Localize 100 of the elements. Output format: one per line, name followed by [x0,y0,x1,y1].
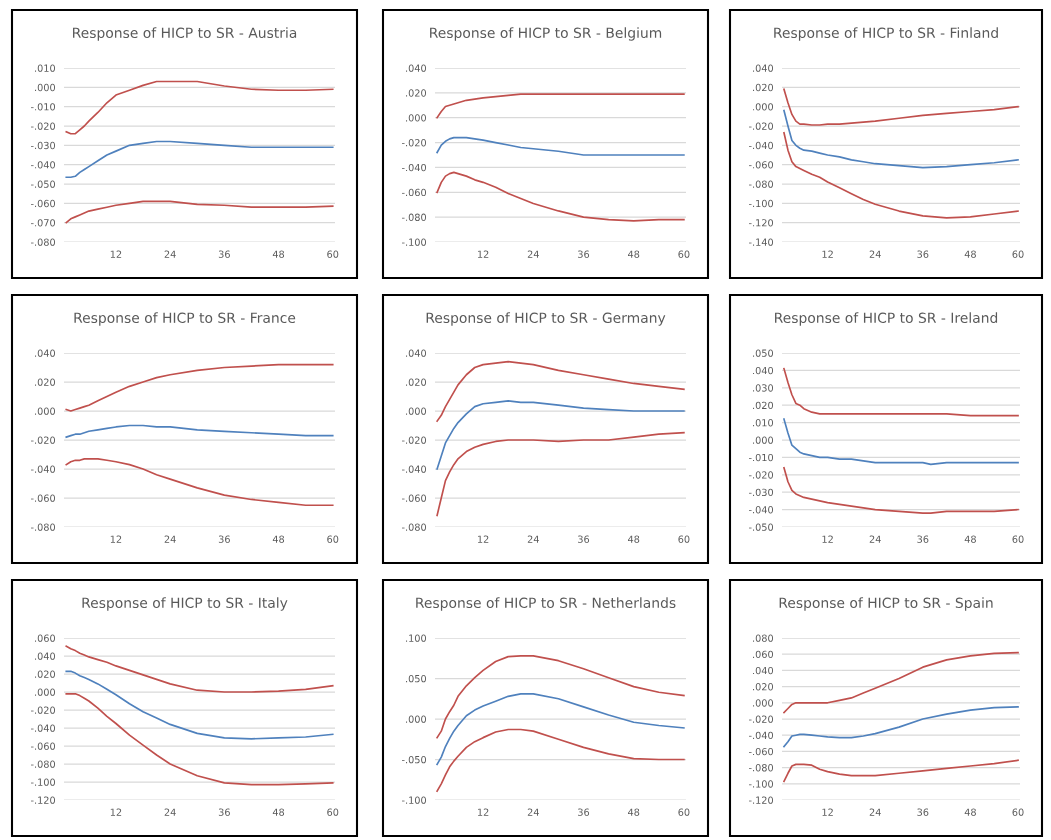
y-tick-label: .000 [753,699,774,707]
line-series [436,431,685,517]
y-tick-label: -.100 [401,796,427,804]
y-tick-label: .040 [35,652,56,660]
y-tick-label: -.120 [748,796,774,804]
x-tick-label: 48 [628,250,640,258]
y-tick-label: -.080 [401,213,427,221]
x-tick-label: 12 [477,535,489,543]
y-tick-label: .000 [35,688,56,696]
y-tick-label: .010 [753,419,774,427]
y-tick-label: .050 [406,674,427,683]
x-tick-label: 36 [578,535,590,543]
x-tick-label: 60 [1012,535,1024,543]
y-tick-label: .050 [753,349,774,357]
x-tick-label: 60 [327,535,339,543]
chart-title: Response of HICP to SR - Austria [73,27,297,41]
x-tick-label: 12 [477,250,489,258]
y-tick-label: -.080 [30,523,56,531]
y-tick-label: -.080 [30,238,56,246]
y-tick-label: -.040 [748,141,774,150]
y-tick-label: -.040 [30,161,56,169]
line-series [436,360,685,422]
x-tick-label: 24 [869,808,881,816]
y-tick-label: .040 [753,366,774,375]
y-tick-label: .000 [406,114,427,122]
line-series [436,400,685,470]
y-tick-label: -.070 [30,219,56,227]
y-tick-label: -.020 [748,471,774,479]
line-series [65,363,334,412]
y-tick-label: .040 [35,349,56,357]
x-tick-label: 48 [964,250,976,258]
y-tick-label: -.080 [30,760,56,768]
y-tick-label: -.040 [401,465,427,473]
x-tick-label: 36 [917,250,929,258]
y-tick-label: -.020 [748,122,774,130]
x-tick-label: 12 [110,808,122,816]
y-tick-label: .040 [753,64,774,72]
y-tick-label: -.060 [401,188,427,197]
chart-title: Response of HICP to SR - Netherlands [416,597,676,611]
y-tick-label: -.020 [30,706,56,714]
y-tick-label: -.080 [748,180,774,188]
y-tick-label: .000 [753,103,774,111]
line-series [783,467,1019,514]
y-tick-label: -.050 [748,523,774,531]
y-tick-label: .030 [753,384,774,392]
line-series [783,367,1019,417]
y-tick-label: -.020 [30,122,56,130]
x-tick-label: 36 [917,808,929,816]
y-tick-label: -.030 [748,488,774,497]
x-tick-label: 60 [678,250,690,258]
x-tick-label: 12 [477,808,489,816]
y-tick-label: -.010 [748,453,774,462]
line-series [783,131,1019,219]
line-series [783,759,1019,783]
y-tick-label: .020 [753,683,774,691]
line-series [436,654,685,739]
y-tick-label: -.020 [30,436,56,444]
y-tick-label: -.140 [748,238,774,246]
x-tick-label: 36 [218,808,230,816]
x-tick-label: 24 [869,250,881,258]
y-tick-label: .020 [35,670,56,678]
x-tick-label: 24 [527,250,539,258]
x-tick-label: 24 [164,535,176,543]
chart-title: Response of HICP to SR - Germany [426,312,666,326]
line-series [65,458,334,507]
y-tick-label: -.060 [401,494,427,502]
x-tick-label: 24 [164,808,176,816]
chart-title: Response of HICP to SR - Belgium [430,27,662,41]
chart-title: Response of HICP to SR - Spain [779,597,993,611]
chart-title: Response of HICP to SR - France [74,312,296,326]
line-series [65,424,334,438]
y-tick-label: -.120 [30,796,56,804]
y-tick-label: .060 [753,650,774,659]
y-tick-label: -.050 [401,755,427,764]
y-tick-label: -.020 [748,715,774,723]
chart-title: Response of HICP to SR - Ireland [775,312,998,326]
x-tick-label: 36 [218,250,230,258]
y-tick-label: .000 [753,436,774,444]
y-tick-label: .000 [35,407,56,415]
x-tick-label: 60 [1012,250,1024,258]
y-tick-label: -.060 [748,161,774,169]
line-series [65,670,334,740]
y-tick-label: -.040 [401,163,427,172]
y-tick-label: .000 [406,407,427,415]
y-tick-label: -.080 [401,523,427,531]
y-tick-label: .000 [35,83,56,92]
y-tick-label: -.030 [30,141,56,150]
x-tick-label: 48 [964,808,976,816]
x-tick-label: 36 [917,535,929,543]
y-tick-label: -.100 [748,780,774,788]
y-tick-label: -.040 [30,465,56,473]
y-tick-label: .020 [406,378,427,386]
y-tick-label: -.100 [30,778,56,786]
y-tick-label: -.040 [748,731,774,740]
x-tick-label: 60 [678,808,690,816]
line-series [65,140,334,179]
x-tick-label: 24 [164,250,176,258]
x-tick-label: 48 [964,535,976,543]
x-tick-label: 48 [272,808,285,816]
x-tick-label: 48 [272,535,285,543]
